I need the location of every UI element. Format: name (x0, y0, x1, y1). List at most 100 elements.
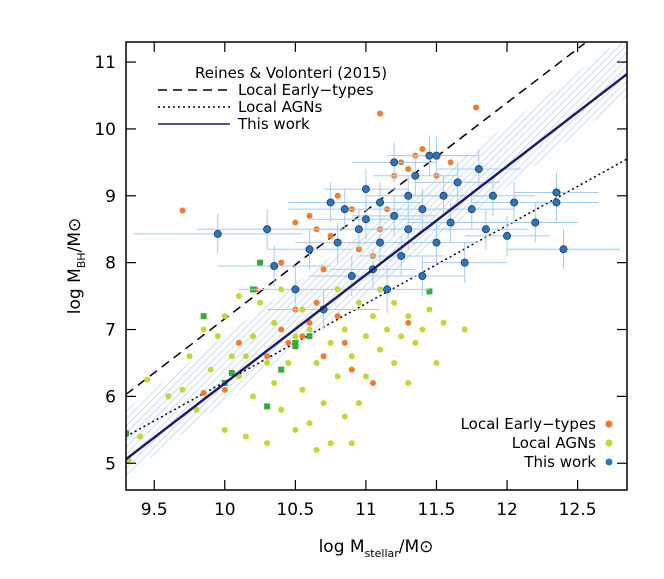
point (250, 333, 257, 340)
point (257, 259, 264, 266)
legend-marker (605, 439, 613, 447)
legend-label: Local AGNs (238, 98, 322, 116)
point (390, 158, 399, 167)
point (404, 225, 413, 234)
point (299, 386, 306, 393)
point (341, 413, 348, 420)
point (221, 386, 228, 393)
point (418, 205, 427, 214)
y-label-tail: /M⊙ (65, 218, 85, 253)
scatter-band (126, 42, 627, 477)
point (228, 353, 235, 360)
point (361, 185, 370, 194)
y-tick-label: 7 (105, 321, 116, 341)
x-tick-label: 11 (355, 500, 377, 520)
point (285, 339, 292, 346)
axes-frame (125, 41, 628, 491)
point (362, 333, 369, 340)
point (242, 353, 249, 360)
point (432, 238, 441, 247)
point (425, 151, 434, 160)
point (250, 393, 257, 400)
point (503, 231, 512, 240)
point (264, 403, 271, 410)
point (242, 433, 249, 440)
point (552, 198, 561, 207)
point (327, 232, 334, 239)
legend-marker (605, 458, 613, 466)
point (391, 299, 398, 306)
point (264, 353, 271, 360)
y-tick-label: 6 (105, 387, 116, 407)
point (214, 333, 221, 340)
point (306, 326, 313, 333)
legend-label: Local Early−types (461, 415, 597, 433)
point (292, 343, 299, 350)
point (419, 145, 426, 152)
x-tick-label: 10 (214, 500, 236, 520)
point (179, 207, 186, 214)
point (419, 326, 426, 333)
point (306, 420, 313, 427)
x-tick-label: 12.5 (559, 500, 597, 520)
point (306, 333, 313, 340)
point (305, 245, 314, 254)
point (278, 259, 285, 266)
point (453, 178, 462, 187)
point (460, 258, 469, 267)
point (306, 319, 313, 326)
legend-label: This work (237, 115, 310, 133)
point (320, 400, 327, 407)
point (333, 238, 342, 247)
point (334, 373, 341, 380)
point (376, 238, 385, 247)
point (320, 353, 327, 360)
legend: Reines & Volonteri (2015) Local Early−typ… (158, 64, 613, 471)
point (384, 326, 391, 333)
point (278, 406, 285, 413)
point (200, 326, 207, 333)
point (510, 198, 519, 207)
point (440, 319, 447, 326)
point (405, 313, 412, 320)
point (411, 171, 420, 180)
x-tick-label: 11.5 (418, 500, 456, 520)
point (432, 151, 441, 160)
point (313, 299, 320, 306)
point (405, 166, 412, 173)
point (165, 393, 172, 400)
x-axis-label: log Mstellar/M⊙ (319, 537, 434, 560)
point (418, 272, 427, 281)
point (552, 188, 561, 197)
point (481, 225, 490, 234)
point (326, 198, 335, 207)
point (334, 313, 341, 320)
point (228, 369, 235, 376)
point (426, 288, 433, 295)
point (391, 359, 398, 366)
point (405, 380, 412, 387)
point (126, 430, 129, 437)
point (264, 440, 271, 447)
point (467, 205, 476, 214)
y-tick-label: 10 (94, 120, 116, 140)
point (221, 313, 228, 320)
point (292, 426, 299, 433)
point (235, 293, 242, 300)
point (348, 440, 355, 447)
legend-title: Reines & Volonteri (2015) (195, 64, 387, 82)
plot-area (126, 42, 627, 477)
point (369, 313, 376, 320)
point (354, 225, 363, 234)
fit-line (126, 158, 627, 438)
point (488, 191, 497, 200)
point (355, 400, 362, 407)
point (426, 306, 433, 313)
legend-marker (605, 420, 613, 428)
point (278, 366, 285, 373)
point (341, 339, 348, 346)
point (313, 446, 320, 453)
point (270, 261, 279, 270)
point (263, 225, 272, 234)
